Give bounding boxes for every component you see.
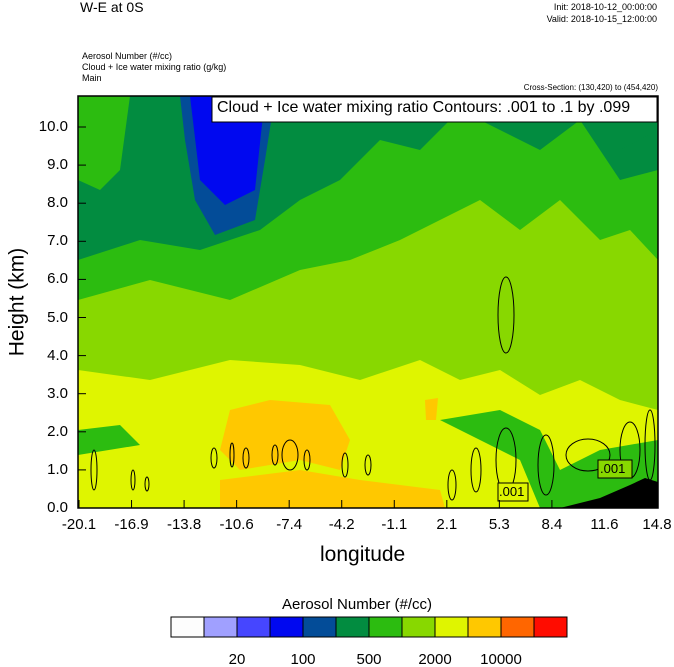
valid-time: Valid: 2018-10-15_12:00:00 [546,14,657,24]
contour-label: .001 [499,484,525,499]
aerosol-field [78,96,658,508]
y-tick-label: 2.0 [47,422,68,440]
colorbar-label: 100 [290,651,316,667]
field-label-main: Main [82,73,102,83]
terrain [560,478,658,508]
colorbar-swatch [203,616,238,638]
y-tick-label: 9.0 [47,156,68,174]
x-tick-label: -20.1 [61,516,97,533]
colorbar-label: 500 [356,651,382,667]
colorbar-label: 20 [228,651,246,667]
cross-section-label: Cross-Section: (130,420) to (454,420) [523,83,658,92]
y-tick-label: 7.0 [47,232,68,250]
colorbar-swatch [269,616,304,638]
colorbar-swatch [533,616,568,638]
colorbar-swatch [170,616,205,638]
colorbar-swatch [500,616,535,638]
y-tick-label: 3.0 [47,384,68,402]
x-tick-label: 14.8 [642,516,672,533]
y-tick-label: 0.0 [47,499,68,516]
contour-label: .001 [600,461,626,476]
y-tick-label: 6.0 [47,270,68,288]
y-tick-label: 8.0 [47,194,68,212]
y-tick-label: 10.0 [38,118,68,135]
colorbar [170,616,568,638]
x-tick-label: -4.2 [328,516,355,533]
y-tick-label: 5.0 [47,308,68,326]
x-tick-label: -13.8 [166,516,202,533]
colorbar-swatch [368,616,403,638]
colorbar-swatch [236,616,271,638]
x-tick-label: 11.6 [590,516,619,533]
x-tick-label: -10.6 [219,516,254,533]
x-axis-label: longitude [320,543,406,566]
x-tick-label: -1.1 [381,516,408,533]
colorbar-swatch [467,616,502,638]
init-time: Init: 2018-10-12_00:00:00 [553,2,657,12]
y-tick-label: 1.0 [47,460,68,478]
y-axis-label: Height (km) [5,247,29,357]
plot-title: W-E at 0S [80,0,144,15]
x-tick-label: 5.3 [488,516,510,533]
colorbar-swatch [335,616,370,638]
colorbar-swatch [302,616,337,638]
colorbar-label: 2000 [418,651,452,667]
colorbar-swatch [434,616,469,638]
x-tick-label: 8.4 [541,516,563,533]
field-label-aerosol: Aerosol Number (#/cc) [82,51,173,61]
colorbar-title: Aerosol Number (#/cc) [282,596,433,613]
colorbar-label: 10000 [480,651,522,667]
x-tick-label: -7.4 [276,516,303,533]
cloud-contours [90,276,656,501]
axis-ticks [78,126,658,509]
field-label-cloud: Cloud + Ice water mixing ratio (g/kg) [82,62,227,72]
colorbar-swatch [401,616,436,638]
x-tick-label: 2.1 [436,516,458,533]
y-tick-label: 4.0 [47,346,68,364]
x-tick-label: -16.9 [114,516,149,533]
chart-title: Cloud + Ice water mixing ratio Contours:… [217,99,631,116]
